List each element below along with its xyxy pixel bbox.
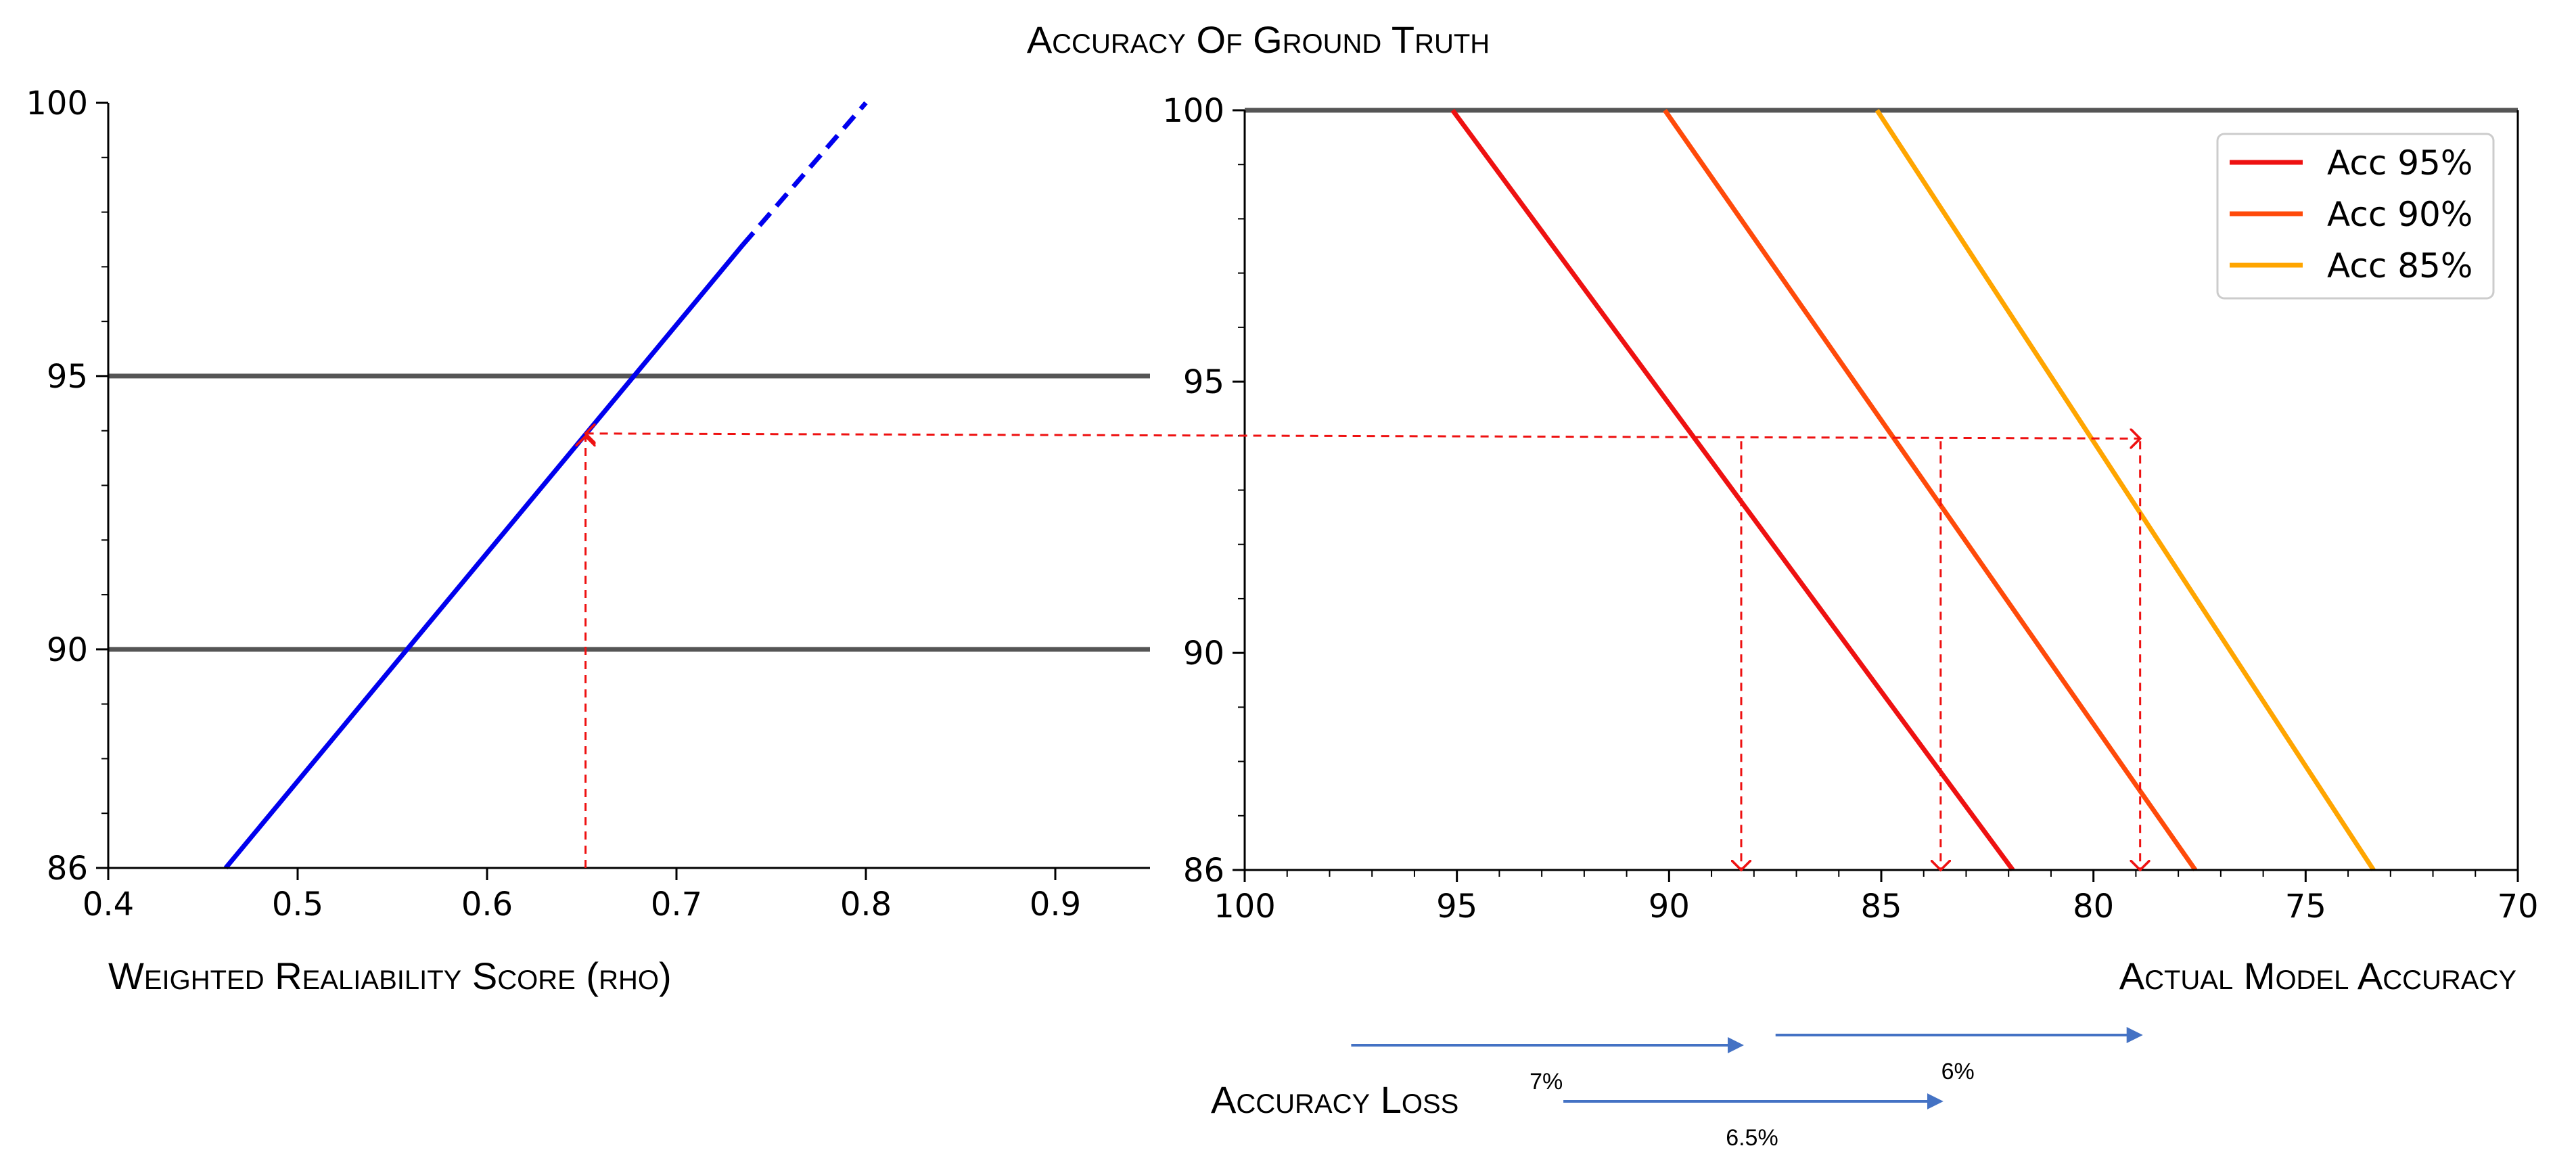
left-series-line <box>223 243 745 870</box>
right-y-tick-label: 90 <box>1183 635 1224 672</box>
right-series-line <box>1663 108 2198 872</box>
accuracy-loss-value: 7% <box>1530 1069 1563 1095</box>
right-x-tick-label: 95 <box>1436 888 1477 925</box>
right-y-tick-label: 95 <box>1183 363 1224 401</box>
right-x-tick-label: 100 <box>1214 888 1276 925</box>
left-y-tick-label: 100 <box>26 85 88 122</box>
accuracy-loss-value: 6% <box>1941 1059 1975 1084</box>
right-series-line <box>1874 109 2376 871</box>
left-axes: 86 90 95 100 0.4 0.5 0.6 0.7 0.8 0.9 <box>26 85 1150 923</box>
left-x-tick-label: 0.6 <box>461 886 513 923</box>
right-y-tick-label: 100 <box>1162 92 1224 130</box>
left-x-tick-label: 0.9 <box>1030 886 1081 923</box>
right-y-tick-label: 86 <box>1183 852 1224 890</box>
left-series-line <box>741 101 868 247</box>
right-chart: 86 90 95 100 100 95 90 85 80 75 70 ACTUAL MODEL AC… <box>1162 92 2538 997</box>
left-x-tick-label: 0.7 <box>651 886 702 923</box>
right-x-tick-label: 80 <box>2073 888 2114 925</box>
legend: Acc 95% Acc 90% Acc 85% <box>2216 133 2495 300</box>
left-y-tick-label: 86 <box>47 850 88 888</box>
left-x-axis-label: WEIGHTED REALIABILITY SCORE (RHO) <box>108 955 672 997</box>
right-series-line <box>1450 108 2015 872</box>
right-x-tick-label: 90 <box>1649 888 1690 925</box>
right-series <box>1450 108 2376 872</box>
right-x-tick-label: 70 <box>2497 888 2538 925</box>
accuracy-loss-label: ACCURACY LOSS <box>1211 1078 1458 1121</box>
figure-title: ACCURACY OF GROUND TRUTH <box>1027 18 1490 61</box>
right-x-axis-label: ACTUAL MODEL ACCURACY <box>2119 955 2516 997</box>
legend-label: Acc 95% <box>2327 143 2472 183</box>
legend-label: Acc 85% <box>2327 246 2472 285</box>
right-x-tick-label: 85 <box>1860 888 1902 925</box>
guide-line-horizontal <box>586 434 2140 439</box>
left-y-tick-label: 95 <box>47 358 88 396</box>
legend-label: Acc 90% <box>2327 195 2472 234</box>
accuracy-loss: ACCURACY LOSS 7% 6.5% 6% <box>1211 1027 2143 1151</box>
right-axes: 86 90 95 100 100 95 90 85 80 75 70 <box>1162 92 2538 925</box>
left-y-tick-label: 90 <box>47 631 88 669</box>
left-x-tick-label: 0.8 <box>840 886 892 923</box>
left-x-tick-label: 0.4 <box>83 886 134 923</box>
left-x-tick-label: 0.5 <box>272 886 323 923</box>
left-reference-lines <box>108 373 1150 652</box>
left-chart: 86 90 95 100 0.4 0.5 0.6 0.7 0.8 0.9 WEIGHTED REA… <box>26 85 1150 997</box>
right-annotations <box>1741 441 2140 870</box>
right-x-tick-label: 75 <box>2285 888 2326 925</box>
accuracy-loss-value: 6.5% <box>1726 1125 1778 1151</box>
left-series <box>223 101 868 870</box>
legend-box <box>2216 133 2495 300</box>
